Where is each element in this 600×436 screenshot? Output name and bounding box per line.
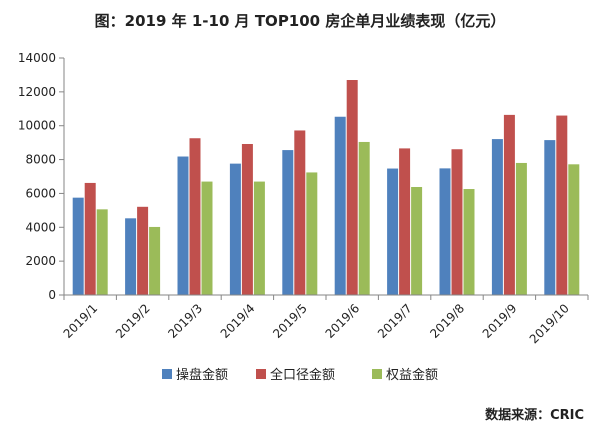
- bar-3-2019-1: [96, 209, 108, 295]
- bar-2-2019-4: [241, 143, 253, 295]
- bar-1-2019-6: [334, 116, 346, 295]
- bar-3-2019-4: [253, 181, 265, 295]
- x-tick-label: 2019/3: [165, 301, 205, 341]
- bar-2-2019-10: [556, 115, 568, 295]
- bar-2-2019-8: [451, 149, 463, 295]
- legend-label: 权益金额: [386, 367, 438, 383]
- y-tick-label: 14000: [18, 51, 56, 65]
- bar-1-2019-1: [72, 197, 84, 295]
- bars: [72, 80, 580, 295]
- bar-1-2019-9: [491, 139, 503, 295]
- bar-3-2019-9: [515, 162, 527, 295]
- bar-3-2019-7: [411, 186, 423, 295]
- bar-1-2019-4: [229, 163, 241, 295]
- legend-swatch: [256, 369, 266, 379]
- x-tick-label: 2019/7: [375, 301, 415, 341]
- bar-2-2019-6: [346, 80, 358, 295]
- bar-3-2019-5: [306, 172, 318, 295]
- x-tick-label: 2019/6: [323, 301, 363, 341]
- y-tick-label: 6000: [25, 186, 56, 200]
- legend-label: 操盘金额: [176, 367, 228, 383]
- y-tick-label: 8000: [25, 153, 56, 167]
- y-axis: 0 2000 4000 6000 8000 10000 12000 14000: [18, 51, 65, 302]
- x-tick-label: 2019/2: [113, 301, 153, 341]
- chart-title: 图：2019 年 1-10 月 TOP100 房企单月业绩表现（亿元）: [94, 12, 506, 30]
- y-tick-label: 2000: [25, 254, 56, 268]
- bar-1-2019-8: [439, 168, 451, 295]
- bar-2-2019-1: [84, 182, 96, 295]
- x-axis: 2019/1 2019/2 2019/3 2019/4 2019/5 2019/6 2019…: [61, 294, 589, 346]
- x-tick-label: 2019/4: [218, 301, 258, 341]
- legend: 操盘金额 全口径金额 权益金额: [162, 367, 438, 383]
- x-tick-label: 2019/10: [527, 301, 572, 346]
- legend-swatch: [372, 369, 382, 379]
- bar-3-2019-8: [463, 189, 475, 295]
- y-tick-label: 12000: [18, 85, 56, 99]
- bar-2-2019-7: [399, 148, 411, 295]
- bar-2-2019-9: [503, 114, 515, 295]
- bar-1-2019-7: [387, 168, 399, 295]
- bar-2-2019-3: [189, 138, 201, 295]
- bar-1-2019-10: [544, 140, 556, 295]
- bar-2-2019-2: [137, 206, 149, 295]
- x-tick-label: 2019/5: [270, 301, 310, 341]
- y-tick-label: 0: [48, 288, 56, 302]
- bar-3-2019-6: [358, 141, 370, 295]
- bar-1-2019-3: [177, 156, 189, 295]
- x-tick-label: 2019/8: [427, 301, 467, 341]
- y-tick-label: 4000: [25, 220, 56, 234]
- bar-2-2019-5: [294, 130, 306, 295]
- x-tick-label: 2019/1: [61, 301, 101, 341]
- bar-1-2019-5: [282, 150, 294, 295]
- bar-3-2019-2: [149, 226, 161, 295]
- bar-1-2019-2: [125, 218, 137, 295]
- source-note: 数据来源：CRIC: [485, 408, 584, 423]
- y-tick-label: 10000: [18, 119, 56, 133]
- legend-swatch: [162, 369, 172, 379]
- legend-label: 全口径金额: [270, 367, 335, 383]
- bar-3-2019-3: [201, 181, 213, 295]
- bar-3-2019-10: [568, 164, 580, 295]
- x-tick-label: 2019/9: [480, 301, 520, 341]
